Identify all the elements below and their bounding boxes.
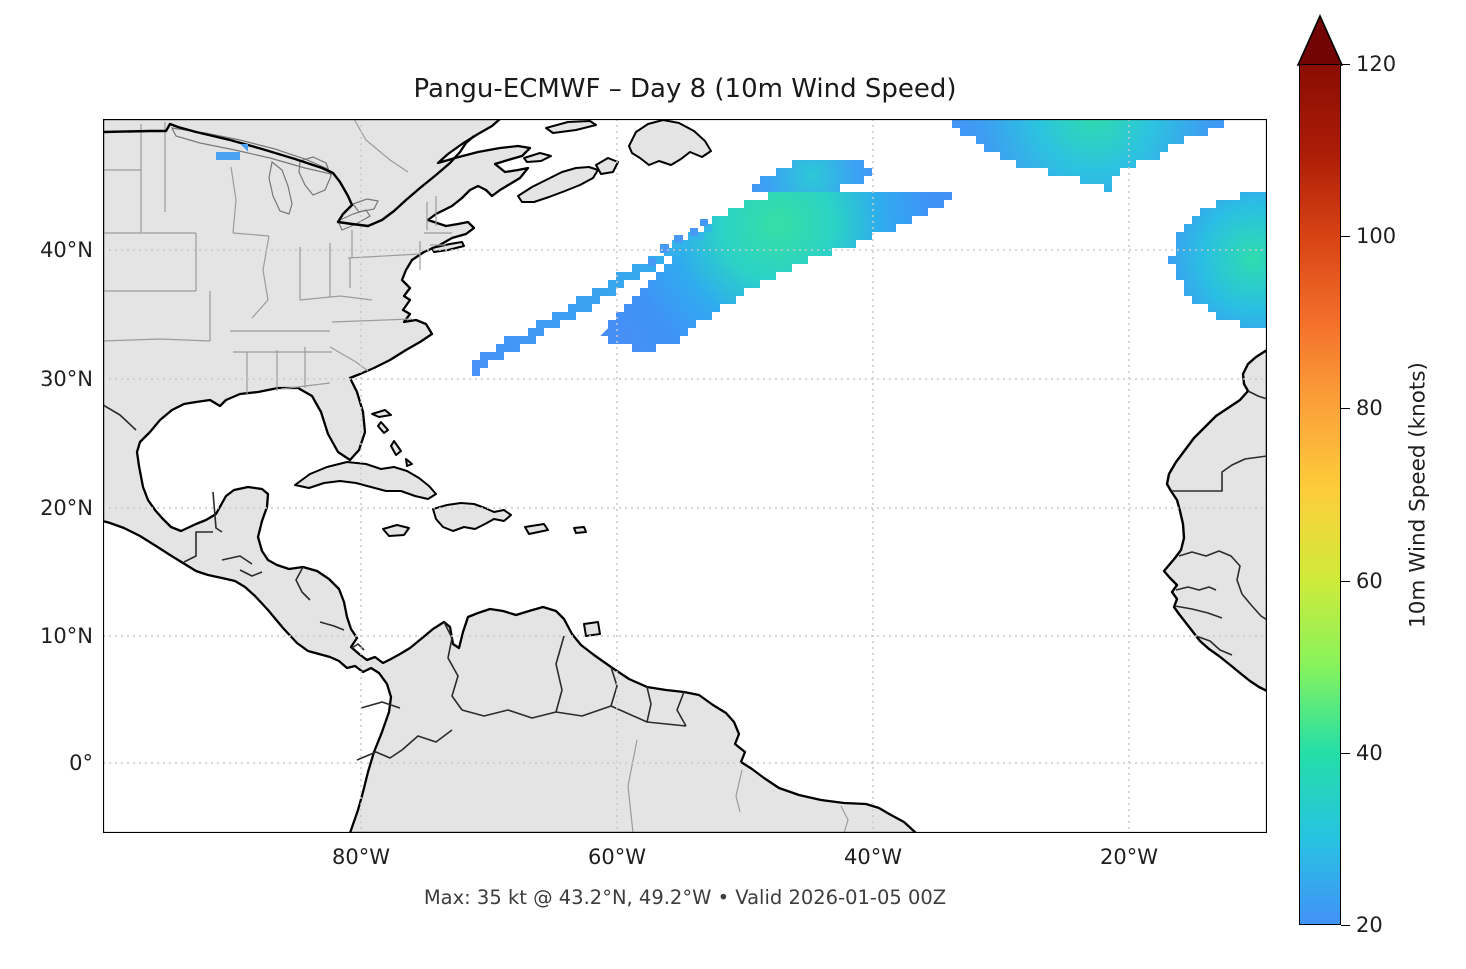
wind-patch-main-band [600, 192, 960, 352]
newfoundland-island [628, 119, 712, 166]
wind-pixel-speckle [690, 228, 698, 236]
y-tick-label: 10°N [40, 624, 93, 648]
colorbar-tick-label: 120 [1356, 52, 1397, 76]
wind-patch-upper-band [744, 160, 872, 192]
colorbar-tick-mark [1341, 925, 1350, 926]
colorbar-tick-label: 100 [1356, 224, 1397, 249]
chart-title: Pangu-ECMWF – Day 8 (10m Wind Speed) [413, 74, 957, 104]
trinidad-island [583, 621, 601, 637]
bahamas-4-island [405, 458, 413, 467]
wind-patch-northeast-blob [944, 120, 1232, 192]
y-tick-label: 20°N [40, 496, 93, 520]
colorbar-gradient [1299, 64, 1341, 925]
cuba-island [294, 461, 437, 500]
y-tick-label: 0° [69, 751, 93, 775]
colorbar-tick-mark [1341, 236, 1350, 238]
colorbar-tick-mark [1341, 580, 1350, 582]
colorbar-tick-mark [1341, 408, 1350, 410]
wind-pixel-speckle [648, 258, 656, 266]
colorbar-tick-label: 80 [1356, 396, 1383, 421]
wind-patch-east-atlantic-blob [1168, 192, 1267, 328]
colorbar-tick-mark [1341, 752, 1350, 754]
wind-pixel-speckle [700, 219, 708, 226]
state-borders [103, 119, 452, 394]
bahamas-2-island [377, 421, 389, 434]
max-value-caption: Max: 35 kt @ 43.2°N, 49.2°W • Valid 2026… [423, 886, 947, 909]
y-tick-label: 40°N [40, 238, 93, 262]
colorbar-label: 10m Wind Speed (knots) [1405, 362, 1431, 628]
us-canada-border [103, 122, 475, 228]
bahamas-1-island [371, 409, 392, 418]
colorbar-tick-label: 60 [1356, 568, 1383, 593]
y-tick-label: 30°N [40, 367, 93, 391]
nova-scotia-island [517, 166, 599, 203]
island-east-of-pr-island [573, 526, 587, 534]
africa-landmass [1162, 348, 1267, 693]
wind-speed-field [216, 120, 1267, 376]
colorbar-extend-arrow [1297, 14, 1343, 66]
cape-breton-island [595, 157, 619, 175]
colorbar-tick-mark [1341, 64, 1350, 65]
bahamas-3-island [390, 440, 402, 456]
x-tick-label: 40°W [844, 845, 902, 869]
graticule-gridlines [103, 119, 1267, 833]
colorbar-tick-label: 40 [1356, 740, 1383, 765]
prince-edward-island-island [523, 152, 552, 163]
x-tick-label: 80°W [332, 845, 390, 869]
x-tick-label: 60°W [588, 845, 646, 869]
puerto-rico-island [524, 523, 549, 535]
wind-pixel-speckle [674, 235, 683, 243]
map-canvas [103, 119, 1267, 833]
wind-patch-lake-superior-a [240, 144, 272, 152]
map-plot-area [103, 119, 1267, 833]
hispaniola-island [432, 502, 512, 532]
wind-pixel-speckle [660, 244, 669, 253]
country-borders [103, 390, 1267, 833]
colorbar-tick-label: 20 [1356, 913, 1383, 937]
wind-patch-lake-superior-b [216, 152, 248, 160]
x-tick-label: 20°W [1100, 845, 1158, 869]
great-lakes-outlines [170, 127, 379, 231]
anticosti-island-island [545, 120, 597, 134]
islands-group [294, 119, 712, 637]
jamaica-island [382, 524, 410, 537]
